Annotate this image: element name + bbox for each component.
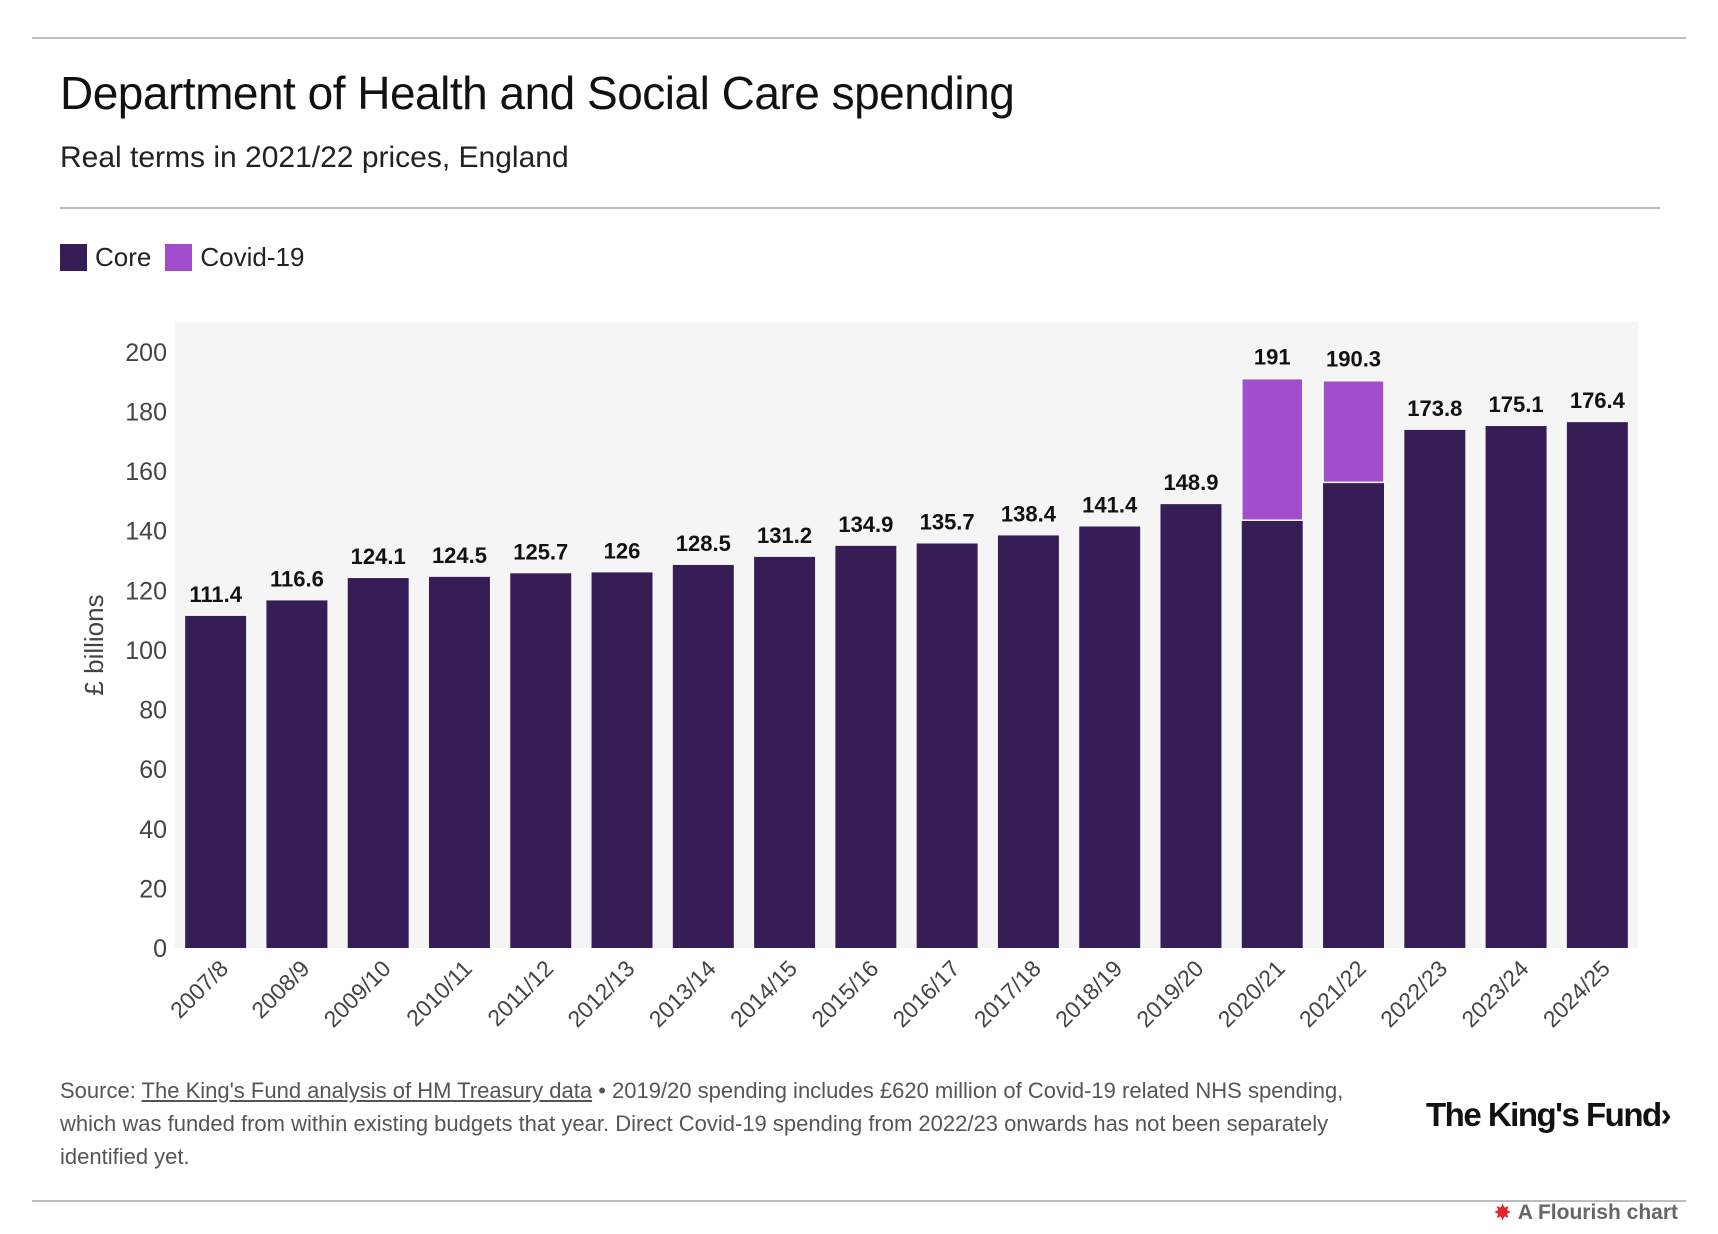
y-tick-label: 120 — [125, 577, 167, 605]
bottom-divider — [32, 1200, 1686, 1202]
header-divider — [60, 207, 1660, 209]
x-tick-label: 2011/12 — [482, 955, 558, 1031]
x-tick-label: 2013/14 — [644, 955, 721, 1032]
bar-core — [1160, 504, 1222, 948]
bar-value-label: 124.1 — [351, 544, 406, 569]
x-tick-label: 2015/16 — [806, 955, 883, 1032]
bar-core — [835, 545, 897, 948]
x-tick-label: 2014/15 — [725, 955, 802, 1032]
x-tick-label: 2019/20 — [1131, 955, 1208, 1032]
bar-value-label: 134.9 — [838, 512, 893, 537]
bar-core — [672, 564, 734, 948]
x-tick-label: 2008/9 — [246, 955, 314, 1023]
legend-label-covid: Covid-19 — [200, 242, 305, 272]
y-tick-label: 200 — [125, 339, 167, 367]
legend-swatch-core — [60, 244, 87, 271]
y-tick-label: 160 — [125, 458, 167, 486]
bar-value-label: 135.7 — [920, 509, 975, 534]
bar-core — [1079, 526, 1141, 948]
y-tick-label: 60 — [139, 756, 167, 784]
bar-core — [347, 578, 409, 948]
footnote-text: • 2019/20 spending includes £620 million… — [60, 1078, 1344, 1169]
top-divider — [32, 37, 1686, 39]
legend-item-covid[interactable]: Covid-19 — [165, 242, 304, 273]
bar-value-label: 125.7 — [513, 539, 568, 564]
y-tick-label: 80 — [139, 697, 167, 725]
bar-core — [1566, 422, 1628, 948]
x-tick-label: 2024/25 — [1538, 955, 1615, 1032]
bar-value-label: 173.8 — [1407, 396, 1462, 421]
x-tick-label: 2022/23 — [1375, 955, 1452, 1032]
bar-core — [266, 600, 328, 948]
x-tick-label: 2017/18 — [969, 955, 1046, 1032]
bar-value-label: 124.5 — [432, 543, 487, 568]
y-tick-label: 100 — [125, 637, 167, 665]
chart-title: Department of Health and Social Care spe… — [60, 67, 1015, 119]
x-tick-label: 2012/13 — [562, 955, 639, 1032]
legend-swatch-covid — [165, 244, 193, 271]
x-tick-label: 2021/22 — [1294, 955, 1371, 1032]
bar-core — [185, 615, 247, 948]
bar-core — [916, 543, 978, 948]
bar-value-label: 191 — [1254, 345, 1291, 370]
x-tick-label: 2007/8 — [165, 955, 233, 1023]
bar-core — [1485, 426, 1547, 948]
bar-value-label: 126 — [604, 538, 641, 563]
flourish-label: A Flourish chart — [1517, 1201, 1678, 1224]
x-tick-label: 2009/10 — [319, 955, 396, 1032]
x-tick-label: 2016/17 — [888, 955, 965, 1032]
bar-value-label: 131.2 — [757, 523, 812, 548]
bar-value-label: 148.9 — [1163, 470, 1218, 495]
bar-core — [754, 556, 816, 948]
y-tick-label: 20 — [139, 875, 167, 903]
bar-value-label: 128.5 — [676, 531, 731, 556]
bar-value-label: 138.4 — [1001, 501, 1057, 526]
bar-value-label: 190.3 — [1326, 347, 1381, 372]
bar-core — [428, 576, 490, 948]
bar-value-label: 141.4 — [1082, 492, 1138, 517]
y-tick-label: 40 — [139, 816, 167, 844]
x-tick-label: 2018/19 — [1050, 955, 1127, 1032]
y-axis-label: £ billions — [79, 594, 109, 695]
x-tick-label: 2023/24 — [1456, 955, 1533, 1032]
bar-covid — [1322, 379, 1385, 484]
legend: Core Covid-19 — [60, 242, 304, 273]
legend-label-core: Core — [95, 242, 152, 272]
x-tick-label: 2020/21 — [1213, 955, 1290, 1032]
y-tick-label: 180 — [125, 398, 167, 426]
bar-core — [1241, 520, 1303, 948]
bar-core — [1404, 429, 1466, 948]
y-tick-label: 0 — [153, 935, 167, 963]
source-prefix: Source: — [60, 1078, 142, 1103]
chart-subtitle: Real terms in 2021/22 prices, England — [60, 141, 569, 174]
source-link[interactable]: The King's Fund analysis of HM Treasury … — [141, 1078, 593, 1103]
bar-value-label: 116.6 — [270, 566, 324, 591]
y-tick-label: 140 — [125, 518, 167, 546]
bar-covid — [1241, 377, 1304, 521]
x-tick-label: 2010/11 — [401, 955, 477, 1031]
plot-area — [175, 322, 1638, 948]
bar-value-label: 111.4 — [189, 582, 242, 607]
bar-core — [510, 573, 572, 948]
bar-core — [1323, 482, 1385, 948]
flourish-star-icon: ✸ — [1493, 1200, 1512, 1225]
bar-value-label: 176.4 — [1570, 388, 1626, 413]
legend-item-core[interactable]: Core — [60, 242, 151, 273]
bar-core — [591, 572, 653, 948]
bar-value-label: 175.1 — [1489, 392, 1544, 417]
kings-fund-logo[interactable]: The King's Fund› — [1426, 1096, 1672, 1133]
source-note: Source: The King's Fund analysis of HM T… — [60, 1074, 1400, 1173]
flourish-credit[interactable]: ✸ A Flourish chart — [1493, 1200, 1678, 1226]
bar-core — [997, 535, 1059, 948]
